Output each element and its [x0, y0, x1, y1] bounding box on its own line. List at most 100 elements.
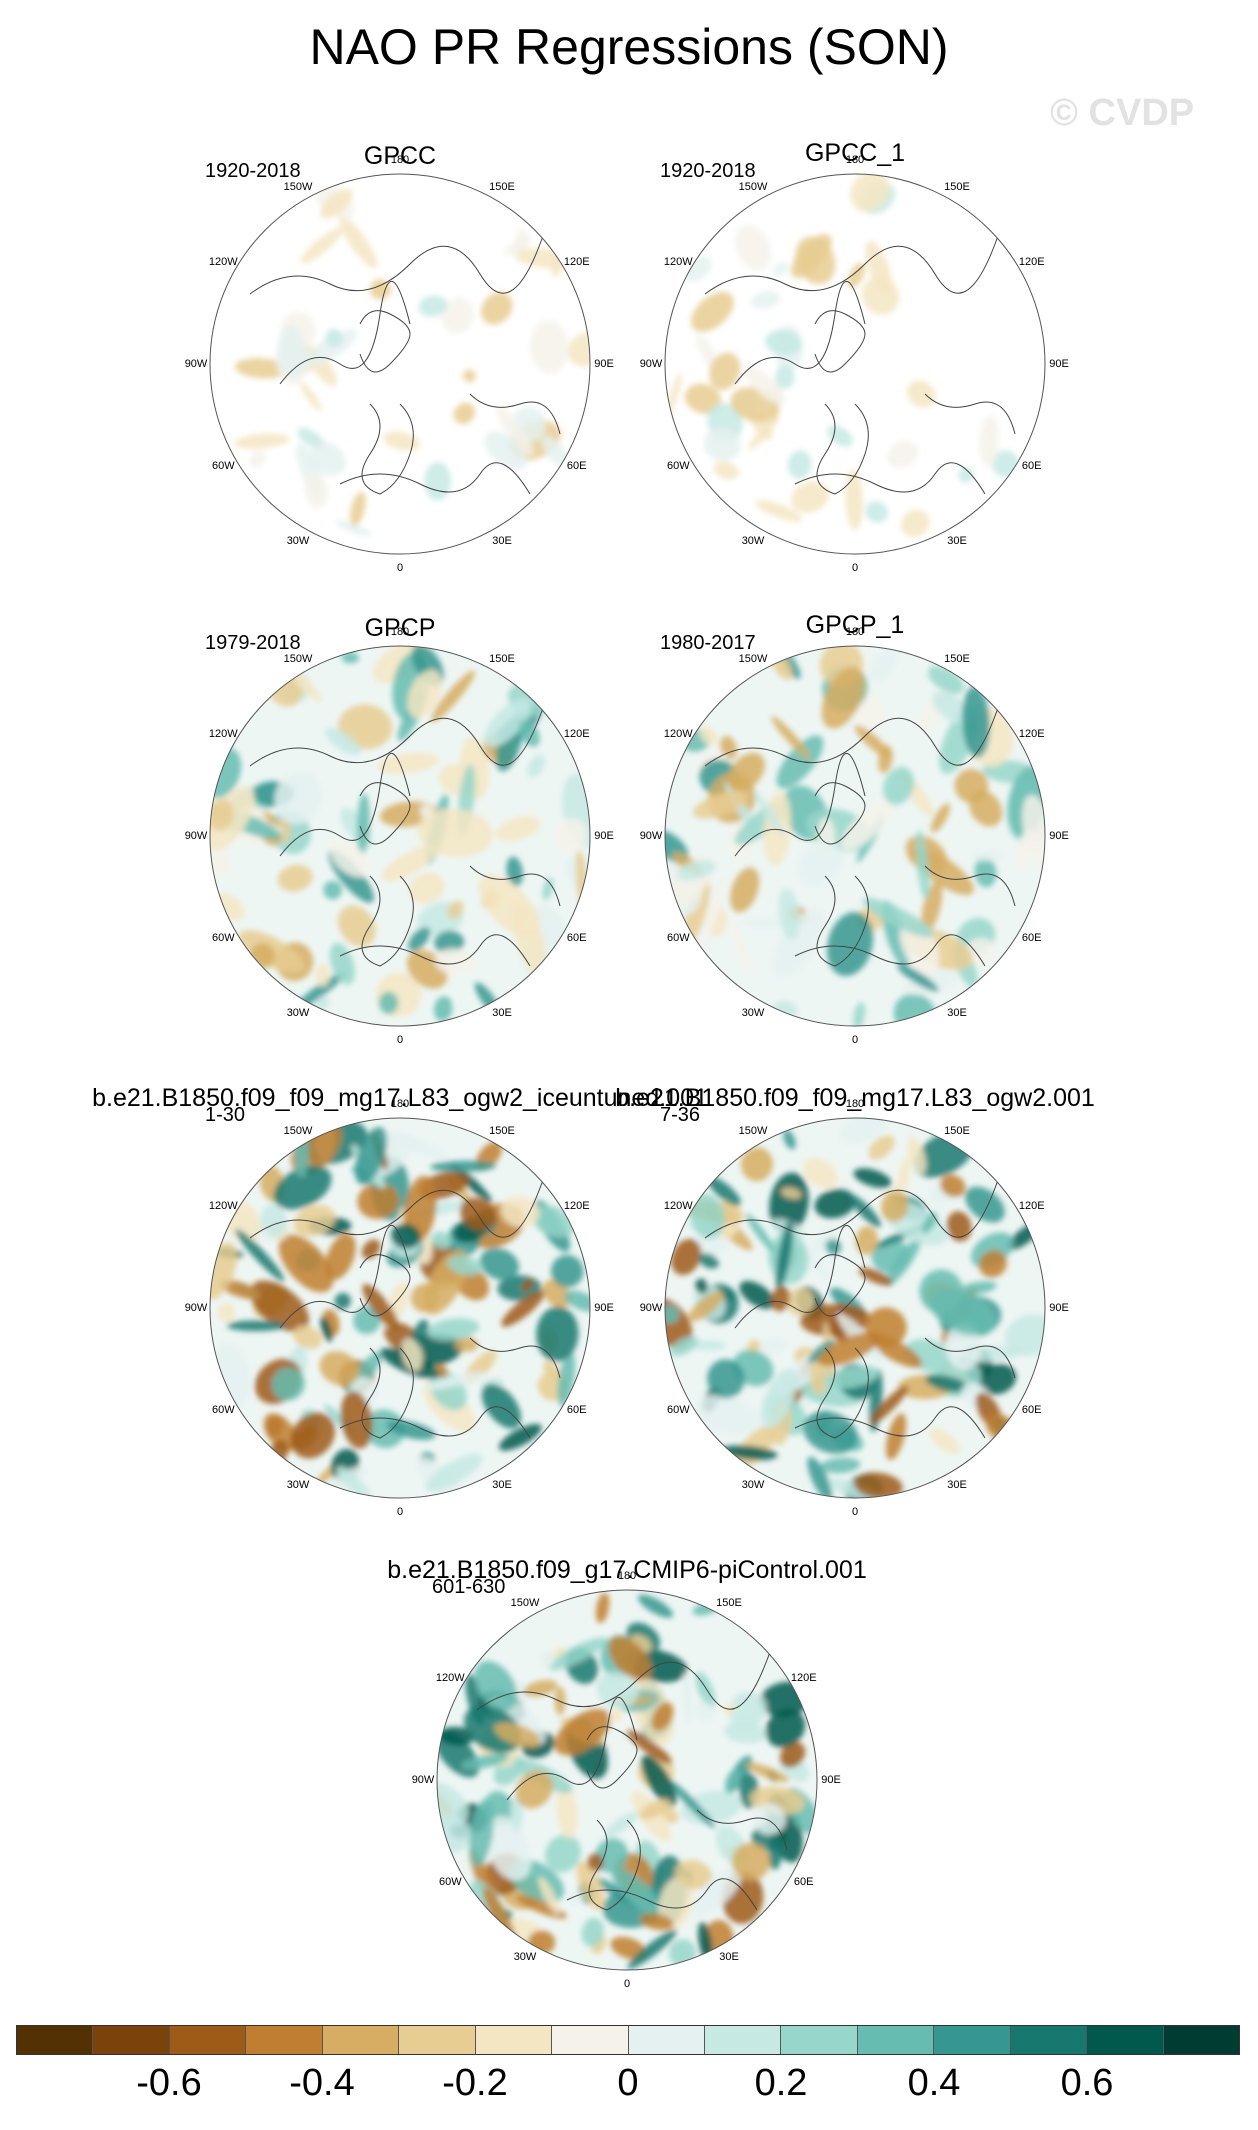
- longitude-label: 90E: [594, 830, 614, 842]
- longitude-label: 180: [390, 1098, 410, 1110]
- longitude-label: 120E: [1018, 728, 1045, 740]
- colorbar-tick-label: 0.6: [1060, 2062, 1114, 2104]
- longitude-label: 150E: [944, 1125, 970, 1138]
- cvdp-watermark: © CVDP: [1050, 92, 1195, 134]
- colorbar-swatch: [552, 2026, 629, 2054]
- longitude-label: 90W: [639, 358, 663, 370]
- longitude-label: 60W: [211, 1404, 235, 1416]
- longitude-label: 90E: [1049, 1302, 1069, 1314]
- colorbar-swatch: [704, 2026, 782, 2054]
- panel-title: GPCC: [363, 142, 437, 170]
- colorbar-tick-label: 0.4: [907, 2062, 961, 2104]
- polar-map: [664, 645, 1046, 1027]
- longitude-label: 60W: [666, 1404, 690, 1416]
- longitude-label: 0: [396, 1034, 404, 1046]
- longitude-label: 120E: [1018, 256, 1045, 268]
- longitude-label: 150W: [510, 1597, 540, 1610]
- longitude-label: 150W: [283, 1125, 313, 1138]
- longitude-label: 60W: [211, 932, 235, 944]
- panel-period: 7-36: [660, 1104, 701, 1126]
- longitude-label: 180: [845, 626, 865, 638]
- longitude-label: 60E: [566, 1404, 587, 1416]
- longitude-label: 0: [396, 562, 404, 574]
- panel-period: 1-30: [205, 1104, 246, 1126]
- longitude-label: 120W: [208, 1200, 238, 1212]
- longitude-label: 120W: [435, 1672, 465, 1684]
- panel-period: 601-630: [432, 1576, 506, 1598]
- longitude-label: 150W: [738, 181, 768, 194]
- longitude-label: 150E: [944, 653, 970, 666]
- panel-title: GPCC_1: [804, 139, 906, 167]
- longitude-label: 180: [845, 1098, 865, 1110]
- longitude-label: 30E: [947, 534, 967, 547]
- longitude-label: 180: [845, 154, 865, 166]
- colorbar-swatch: [1163, 2026, 1239, 2054]
- polar-map: [209, 173, 591, 555]
- polar-map: [209, 645, 591, 1027]
- polar-map: [436, 1589, 818, 1971]
- longitude-label: 60W: [666, 932, 690, 944]
- longitude-label: 30W: [286, 534, 310, 547]
- longitude-label: 150E: [489, 653, 515, 666]
- longitude-label: 180: [390, 626, 410, 638]
- colorbar-swatch: [17, 2026, 94, 2054]
- longitude-label: 30W: [513, 1950, 537, 1963]
- panel-title: GPCP_1: [805, 611, 905, 639]
- longitude-label: 30E: [947, 1006, 967, 1019]
- longitude-label: 60W: [666, 460, 690, 472]
- figure-title: NAO PR Regressions (SON): [309, 19, 949, 75]
- longitude-label: 0: [851, 562, 859, 574]
- longitude-label: 120W: [208, 256, 238, 268]
- longitude-label: 90E: [594, 1302, 614, 1314]
- longitude-label: 30E: [947, 1478, 967, 1491]
- longitude-label: 30W: [286, 1478, 310, 1491]
- longitude-label: 30E: [492, 534, 512, 547]
- longitude-label: 90W: [184, 830, 208, 842]
- longitude-label: 120W: [663, 256, 693, 268]
- longitude-label: 30W: [741, 1006, 765, 1019]
- panel-period: 1979-2018: [205, 632, 301, 654]
- longitude-label: 120E: [790, 1672, 817, 1684]
- longitude-label: 90W: [639, 1302, 663, 1314]
- colorbar-swatch: [169, 2026, 247, 2054]
- polar-map: [664, 1117, 1046, 1499]
- colorbar-tick-label: -0.6: [136, 2062, 202, 2104]
- longitude-label: 120W: [663, 1200, 693, 1212]
- longitude-label: 60W: [211, 460, 235, 472]
- longitude-label: 90E: [821, 1774, 841, 1786]
- panel-title: b.e21.B1850.f09_g17.CMIP6-piControl.001: [387, 1556, 867, 1584]
- longitude-label: 60E: [566, 932, 587, 944]
- colorbar-swatch: [399, 2026, 476, 2054]
- longitude-label: 60E: [1021, 1404, 1042, 1416]
- longitude-label: 0: [851, 1034, 859, 1046]
- colorbar-swatch: [857, 2026, 935, 2054]
- longitude-label: 150W: [283, 653, 313, 666]
- longitude-label: 150W: [738, 653, 768, 666]
- polar-map: [209, 1117, 591, 1499]
- panel-period: 1920-2018: [205, 160, 301, 182]
- longitude-label: 120W: [208, 728, 238, 740]
- colorbar-tick-label: -0.2: [442, 2062, 508, 2104]
- longitude-label: 0: [851, 1506, 859, 1518]
- longitude-label: 120W: [663, 728, 693, 740]
- panel-period: 1920-2018: [660, 160, 756, 182]
- longitude-label: 180: [390, 154, 410, 166]
- longitude-label: 30E: [492, 1478, 512, 1491]
- longitude-label: 60W: [438, 1876, 462, 1888]
- longitude-label: 120E: [563, 256, 590, 268]
- colorbar: [16, 2025, 1240, 2055]
- panel-title: b.e21.B1850.f09_f09_mg17.L83_ogw2.001: [615, 1084, 1095, 1112]
- longitude-label: 30W: [741, 1478, 765, 1491]
- longitude-label: 30W: [286, 1006, 310, 1019]
- longitude-label: 30W: [741, 534, 765, 547]
- longitude-label: 90E: [1049, 358, 1069, 370]
- panel-period: 1980-2017: [660, 632, 756, 654]
- colorbar-swatch: [1010, 2026, 1088, 2054]
- colorbar-swatch: [781, 2026, 858, 2054]
- longitude-label: 150E: [489, 181, 515, 194]
- panel-title: b.e21.B1850.f09_f09_mg17.L83_ogw2_iceunt…: [92, 1084, 708, 1112]
- colorbar-swatch: [1087, 2026, 1164, 2054]
- longitude-label: 150E: [716, 1597, 742, 1610]
- longitude-label: 0: [623, 1978, 631, 1990]
- longitude-label: 30E: [492, 1006, 512, 1019]
